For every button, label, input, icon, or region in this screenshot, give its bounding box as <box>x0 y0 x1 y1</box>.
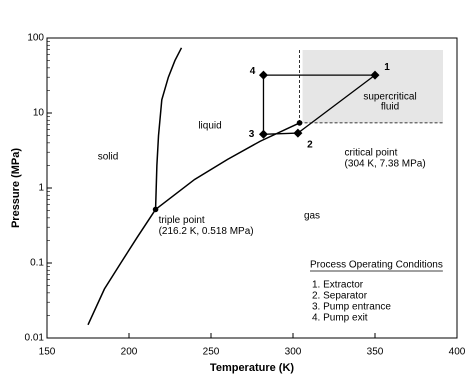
legend-item: 3. Pump entrance <box>312 302 391 313</box>
region-label: supercritical <box>363 92 416 103</box>
x-tick-label: 150 <box>39 347 56 358</box>
process-point <box>258 70 268 80</box>
special-point <box>296 120 303 126</box>
x-tick-label: 250 <box>203 347 220 358</box>
process-point-label: 4 <box>250 66 256 77</box>
process-point <box>258 129 268 139</box>
x-tick-label: 400 <box>449 347 466 358</box>
x-axis-title: Temperature (K) <box>210 362 294 374</box>
legend-item: 1. Extractor <box>312 280 364 291</box>
point-label: (304 K, 7.38 MPa) <box>345 159 426 170</box>
region-label: solid <box>98 152 119 163</box>
region-label: gas <box>304 211 320 222</box>
legend-item: 4. Pump exit <box>312 313 368 324</box>
supercritical-region <box>302 50 443 123</box>
y-tick-label: 10 <box>33 108 45 119</box>
region-label: liquid <box>198 121 221 132</box>
y-tick-label: 100 <box>27 33 44 44</box>
legend-item: 2. Separator <box>312 291 368 302</box>
y-tick-label: 0.01 <box>25 333 45 344</box>
special-point <box>152 206 159 213</box>
x-tick-label: 350 <box>367 347 384 358</box>
x-tick-label: 200 <box>121 347 138 358</box>
process-point-label: 2 <box>307 140 313 151</box>
region-label: fluid <box>381 102 399 113</box>
point-label: critical point <box>345 148 398 159</box>
x-tick-label: 300 <box>285 347 302 358</box>
process-point <box>370 70 380 80</box>
process-point-label: 3 <box>249 129 255 140</box>
phase-boundary <box>155 122 300 211</box>
y-tick-label: 1 <box>38 183 44 194</box>
y-axis-title: Pressure (MPa) <box>10 148 22 228</box>
process-point-label: 1 <box>384 62 390 73</box>
point-label: (216.2 K, 0.518 MPa) <box>159 226 254 237</box>
point-label: triple point <box>159 215 205 226</box>
legend-title: Process Operating Conditions <box>310 260 443 271</box>
y-tick-label: 0.1 <box>30 258 44 269</box>
phase-boundary <box>154 47 183 210</box>
process-point <box>293 128 303 138</box>
phase-boundary <box>87 209 157 326</box>
